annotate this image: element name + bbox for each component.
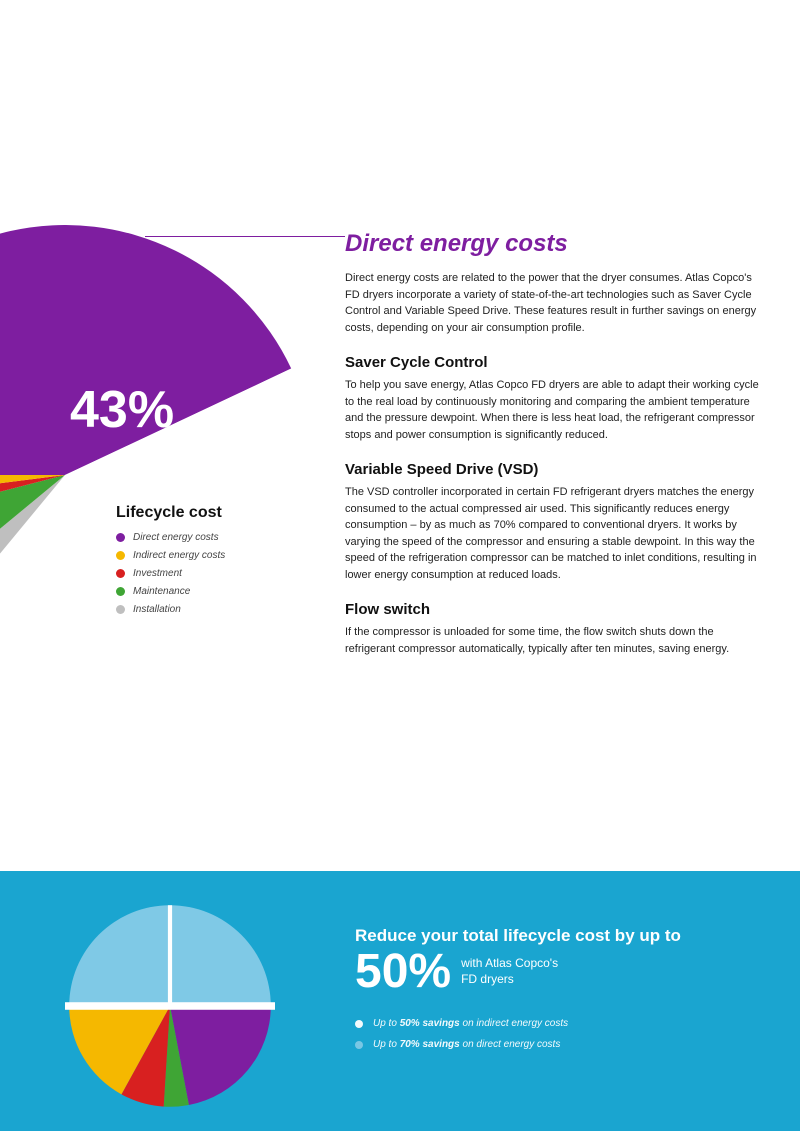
legend-label: Direct energy costs: [133, 532, 219, 543]
fifty-sub-1: with Atlas Copco's: [461, 956, 558, 972]
body-text-2: The VSD controller incorporated in certa…: [345, 484, 765, 583]
legend-label: Indirect energy costs: [133, 550, 225, 561]
sub-title-1: Saver Cycle Control: [345, 354, 765, 371]
body-text-3: If the compressor is unloaded for some t…: [345, 624, 765, 657]
legend-label: Investment: [133, 568, 182, 579]
bullet-label: Up to 70% savings on direct energy costs: [373, 1039, 560, 1050]
bullet-row: Up to 70% savings on direct energy costs: [355, 1039, 770, 1050]
legend-dot: [116, 569, 125, 578]
main-title: Direct energy costs: [345, 230, 765, 258]
legend-dot: [116, 605, 125, 614]
bottom-pie-wrap: [0, 871, 345, 1131]
bullet-row: Up to 50% savings on indirect energy cos…: [355, 1018, 770, 1029]
legend-item: Investment: [116, 568, 264, 579]
leader-line: [145, 236, 345, 237]
fifty-percent: 50%: [355, 948, 451, 996]
intro-text: Direct energy costs are related to the p…: [345, 270, 765, 336]
top-section: 43% Lifecycle cost Direct energy costs In…: [0, 0, 800, 870]
text-column: Direct energy costs Direct energy costs …: [345, 230, 765, 675]
body-text-1: To help you save energy, Atlas Copco FD …: [345, 377, 765, 443]
fifty-sub-2: FD dryers: [461, 972, 558, 988]
bullet-dot: [355, 1020, 363, 1028]
legend-item: Installation: [116, 604, 264, 615]
legend-item: Direct energy costs: [116, 532, 264, 543]
legend-dot: [116, 533, 125, 542]
fifty-row: 50% with Atlas Copco's FD dryers: [355, 948, 770, 996]
legend-dot: [116, 587, 125, 596]
pie-percent-label: 43%: [70, 380, 174, 440]
legend-label: Installation: [133, 604, 181, 615]
bottom-pie-chart: [65, 901, 275, 1111]
fifty-sub: with Atlas Copco's FD dryers: [461, 956, 558, 987]
legend-dot: [116, 551, 125, 560]
legend-label: Maintenance: [133, 586, 190, 597]
legend-title: Lifecycle cost: [116, 504, 264, 522]
bullet-dot: [355, 1041, 363, 1049]
bottom-section: Reduce your total lifecycle cost by up t…: [0, 871, 800, 1131]
legend-item: Indirect energy costs: [116, 550, 264, 561]
reduce-line: Reduce your total lifecycle cost by up t…: [355, 926, 770, 946]
sub-title-2: Variable Speed Drive (VSD): [345, 461, 765, 478]
top-pie-chart: [0, 225, 315, 725]
sub-title-3: Flow switch: [345, 601, 765, 618]
legend-item: Maintenance: [116, 586, 264, 597]
bottom-caption: Reduce your total lifecycle cost by up t…: [345, 871, 800, 1131]
legend-box: Lifecycle cost Direct energy costs Indire…: [100, 490, 280, 638]
bullet-label: Up to 50% savings on indirect energy cos…: [373, 1018, 568, 1029]
